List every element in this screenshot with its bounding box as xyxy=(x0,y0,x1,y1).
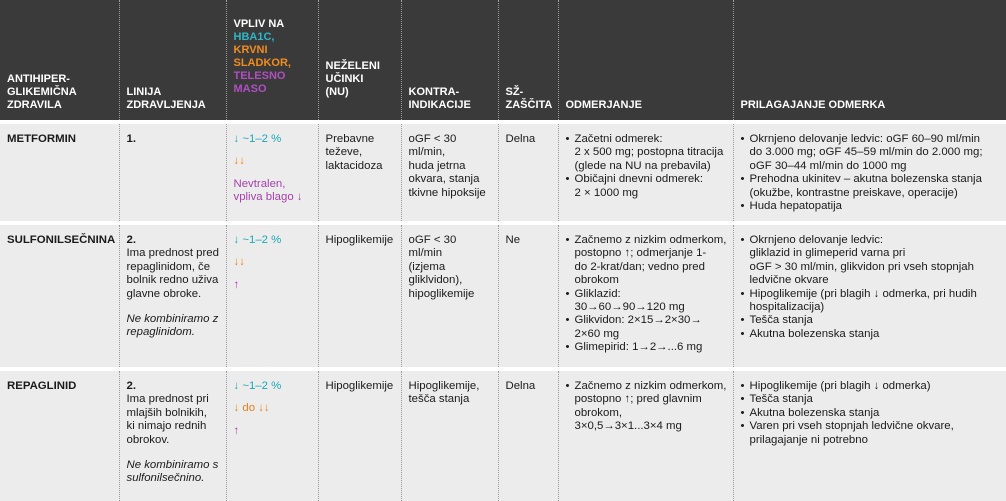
header-dosing: ODMERJANJE xyxy=(557,0,733,122)
contraindications: Hipoglikemije, tešča stanja xyxy=(400,367,498,501)
cv-protection: Delna xyxy=(497,120,558,223)
adjustment-list: Okrnjeno delovanje ledvic: oGF 60–90 ml/… xyxy=(741,133,1001,214)
list-item: Akutna bolezenska stanja xyxy=(741,328,1001,342)
table-header-row: ANTIHIPER- GLIKEMIČNA ZDRAVILA LINIJA ZD… xyxy=(0,0,1006,122)
table-row: METFORMIN 1. ↓ ~1–2 % ↓↓ Nevtralen, vpli… xyxy=(0,120,1006,223)
contraindications: oGF < 30 ml/min (izjema gliklvidon), hip… xyxy=(400,221,498,369)
table-row: SULFONILSEČNINA 2. Ima prednost pred rep… xyxy=(0,221,1006,369)
cv-protection: Delna xyxy=(497,367,558,501)
line-number: 2. xyxy=(126,234,137,246)
header-adjustment: PRILAGAJANJE ODMERKA xyxy=(732,0,1006,122)
dosing-list: Začetni odmerek: 2 x 500 mg; postopna ti… xyxy=(566,133,727,200)
line-note: Ima prednost pri mlajših bolnikih, ki ni… xyxy=(126,393,209,446)
effect-glucose: ↓↓ xyxy=(233,155,245,168)
table-row: REPAGLINID 2. Ima prednost pri mlajših b… xyxy=(0,367,1006,501)
list-item: Glikvidon: 2×15→2×30→ 2×60 mg xyxy=(566,314,727,341)
effect-glucose: ↓↓ xyxy=(233,256,245,269)
list-item: Tešča stanja xyxy=(741,314,1001,328)
header-line: LINIJA ZDRAVLJENJA xyxy=(118,0,226,122)
effect-weight: ↑ xyxy=(233,424,240,437)
dose-adjustment: Hipoglikemije (pri blagih ↓ odmerka) Teš… xyxy=(732,367,1006,501)
treatment-line: 2. Ima prednost pred repaglinidom, če bo… xyxy=(118,221,226,369)
contraindications: oGF < 30 ml/min, huda jetrna okvara, sta… xyxy=(400,120,498,223)
list-item: Gliklazid: 30→60→90→120 mg xyxy=(566,288,727,315)
list-item: Okrnjeno delovanje ledvic: gliklazid in … xyxy=(741,234,1001,288)
effect-cell: ↓ ~1–2 % ↓↓ ↑ xyxy=(225,221,318,369)
list-item: Hipoglikemije (pri blagih ↓ odmerka) xyxy=(741,380,1001,394)
list-item: Tešča stanja xyxy=(741,393,1001,407)
dosing-list: Začnemo z nizkim odmerkom, postopno ↑; o… xyxy=(566,234,727,355)
header-effect-glucose: KRVNI SLADKOR, xyxy=(233,44,291,69)
dose-adjustment: Okrnjeno delovanje ledvic: oGF 60–90 ml/… xyxy=(732,120,1006,223)
list-item: Glimepirid: 1→2→...6 mg xyxy=(566,341,727,355)
adjustment-list: Okrnjeno delovanje ledvic: gliklazid in … xyxy=(741,234,1001,342)
list-item: Začetni odmerek: 2 x 500 mg; postopna ti… xyxy=(566,133,727,173)
effect-hba1c: ↓ ~1–2 % xyxy=(233,234,282,246)
list-item: Običajni dnevni odmerek: 2 × 1000 mg xyxy=(566,173,727,200)
drug-name: METFORMIN xyxy=(0,120,119,223)
header-effect-title: VPLIV NA xyxy=(233,18,285,30)
effect-hba1c: ↓ ~1–2 % xyxy=(233,380,282,392)
header-contraindications: KONTRA- INDIKACIJE xyxy=(400,0,498,122)
effect-weight: Nevtralen, vpliva blago ↓ xyxy=(233,177,303,204)
dosing: Začetni odmerek: 2 x 500 mg; postopna ti… xyxy=(557,120,733,223)
dose-adjustment: Okrnjeno delovanje ledvic: gliklazid in … xyxy=(732,221,1006,369)
header-side-effects: NEŽELENI UČINKI (NU) xyxy=(317,0,401,122)
treatment-line: 1. xyxy=(118,120,226,223)
side-effects: Hipoglikemije xyxy=(317,221,401,369)
treatment-line: 2. Ima prednost pri mlajših bolnikih, ki… xyxy=(118,367,226,501)
effect-hba1c: ↓ ~1–2 % xyxy=(233,133,282,145)
adjustment-list: Hipoglikemije (pri blagih ↓ odmerka) Teš… xyxy=(741,380,1001,447)
effect-glucose: ↓ do ↓↓ xyxy=(233,402,270,415)
drug-name: REPAGLINID xyxy=(0,367,119,501)
line-note: Ima prednost pred repaglinidom, če bolni… xyxy=(126,247,219,300)
header-effect: VPLIV NA HBA1C, KRVNI SLADKOR, TELESNO M… xyxy=(225,0,318,122)
effect-cell: ↓ ~1–2 % ↓ do ↓↓ ↑ xyxy=(225,367,318,501)
line-number: 1. xyxy=(126,133,137,145)
list-item: Hipoglikemije (pri blagih ↓ odmerka, pri… xyxy=(741,288,1001,315)
side-effects: Hipoglikemije xyxy=(317,367,401,501)
list-item: Akutna bolezenska stanja xyxy=(741,407,1001,421)
header-effect-hba1c: HBA1C, xyxy=(233,31,275,43)
side-effects: Prebavne teževe, laktacidoza xyxy=(317,120,401,223)
list-item: Huda hepatopatija xyxy=(741,200,1001,214)
line-italic-note: Ne kombiniramo s sulfonilsečnino. xyxy=(126,459,219,485)
header-effect-weight: TELESNO MASO xyxy=(233,70,286,95)
effect-cell: ↓ ~1–2 % ↓↓ Nevtralen, vpliva blago ↓ xyxy=(225,120,318,223)
list-item: Začnemo z nizkim odmerkom, postopno ↑; p… xyxy=(566,380,727,434)
list-item: Varen pri vseh stopnjah ledvične okvare,… xyxy=(741,420,1001,447)
line-italic-note: Ne kombiniramo z repaglinidom. xyxy=(126,313,219,339)
cv-protection: Ne xyxy=(497,221,558,369)
header-cv-protection: SŽ- ZAŠČITA xyxy=(497,0,558,122)
dosing: Začnemo z nizkim odmerkom, postopno ↑; o… xyxy=(557,221,733,369)
list-item: Prehodna ukinitev – akutna bolezenska st… xyxy=(741,173,1001,200)
drug-name: SULFONILSEČNINA xyxy=(0,221,119,369)
dosing-list: Začnemo z nizkim odmerkom, postopno ↑; p… xyxy=(566,380,727,434)
list-item: Začnemo z nizkim odmerkom, postopno ↑; o… xyxy=(566,234,727,288)
dosing: Začnemo z nizkim odmerkom, postopno ↑; p… xyxy=(557,367,733,501)
list-item: Okrnjeno delovanje ledvic: oGF 60–90 ml/… xyxy=(741,133,1001,173)
effect-weight: ↑ xyxy=(233,278,240,291)
header-drug: ANTIHIPER- GLIKEMIČNA ZDRAVILA xyxy=(0,0,119,122)
line-number: 2. xyxy=(126,380,137,392)
